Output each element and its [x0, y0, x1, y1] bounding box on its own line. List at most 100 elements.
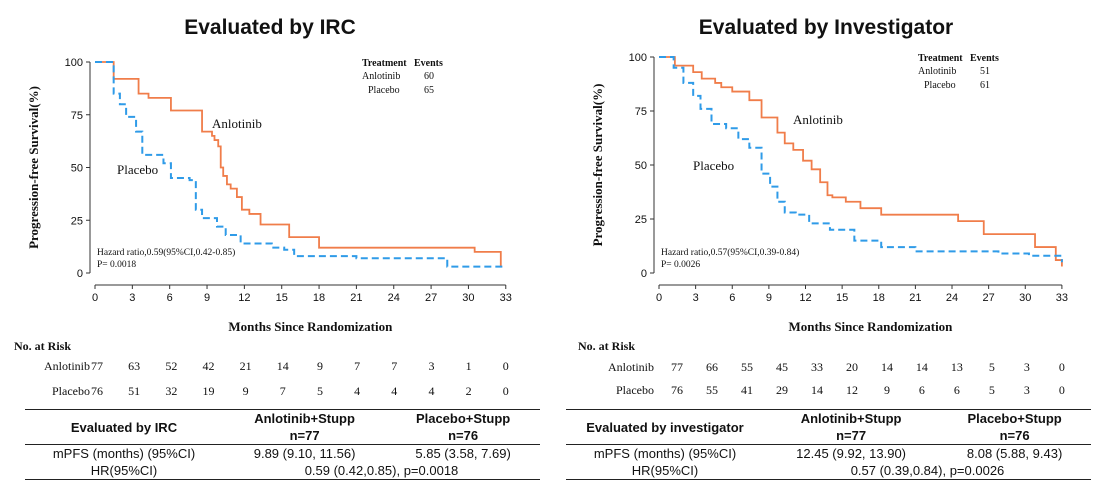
- risk-value: 3: [1024, 383, 1030, 397]
- risk-value: 9: [317, 359, 323, 373]
- x-tick-label: 30: [462, 292, 474, 304]
- summary-mpfs2: 8.08 (5.88, 9.43): [938, 444, 1091, 462]
- summary-hr-label: HR(95%CI): [566, 462, 764, 480]
- risk-value: 76: [91, 384, 103, 398]
- risk-value: 3: [428, 359, 434, 373]
- risk-value: 77: [671, 360, 683, 374]
- curve-label-anlotinib: Anlotinib: [212, 116, 262, 131]
- x-tick-label: 3: [129, 292, 135, 304]
- risk-value: 55: [706, 383, 718, 397]
- x-tick-label: 12: [799, 292, 811, 304]
- risk-value: 13: [951, 360, 963, 374]
- risk-row-label: Placebo: [616, 383, 654, 397]
- summary-mpfs-label: mPFS (months) (95%CI): [25, 444, 223, 462]
- risk-value: 77: [91, 359, 103, 373]
- risk-value: 0: [1059, 383, 1065, 397]
- x-tick-label: 12: [238, 292, 250, 304]
- risk-value: 32: [165, 384, 177, 398]
- x-axis-title: Months Since Randomization: [788, 319, 953, 334]
- risk-value: 5: [317, 384, 323, 398]
- summary-col2-header: Placebo+Stupp: [938, 409, 1091, 427]
- km-curve-anlotinib: [95, 61, 502, 267]
- summary-mpfs1: 9.89 (9.10, 11.56): [223, 444, 387, 462]
- risk-value: 9: [243, 384, 249, 398]
- risk-value: 14: [277, 359, 289, 373]
- x-tick-label: 0: [92, 292, 98, 304]
- risk-value: 5: [989, 360, 995, 374]
- x-tick-label: 18: [873, 292, 885, 304]
- risk-value: 1: [466, 359, 472, 373]
- x-tick-label: 27: [425, 292, 437, 304]
- risk-value: 29: [776, 383, 788, 397]
- risk-value: 0: [1059, 360, 1065, 374]
- legend-row-events: 61: [980, 80, 990, 91]
- risk-value: 5: [989, 383, 995, 397]
- risk-header: No. at Risk: [578, 339, 635, 353]
- risk-value: 4: [354, 384, 360, 398]
- x-tick-label: 27: [983, 292, 995, 304]
- risk-value: 6: [919, 383, 925, 397]
- y-tick-label: 50: [635, 160, 647, 172]
- legend-row-name: Anlotinib: [362, 71, 400, 82]
- summary-n1: n=77: [836, 428, 867, 443]
- risk-value: 7: [391, 359, 397, 373]
- risk-value: 12: [846, 383, 858, 397]
- hazard-annotation: P= 0.0026: [661, 260, 700, 270]
- risk-value: 76: [671, 383, 683, 397]
- x-tick-label: 33: [1056, 292, 1068, 304]
- summary-col1-header: Anlotinib+Stupp: [223, 409, 387, 427]
- summary-hr-label: HR(95%CI): [25, 462, 223, 480]
- panel-irc: Evaluated by IRC 0 25 50 75 100 0 3 6 9 12 15 18 21 2…: [0, 0, 540, 503]
- curve-label-placebo: Placebo: [117, 162, 158, 177]
- risk-value: 14: [916, 360, 928, 374]
- legend-row-events: 65: [424, 85, 434, 96]
- summary-mpfs-label: mPFS (months) (95%CI): [566, 444, 764, 462]
- x-tick-label: 0: [656, 292, 662, 304]
- legend-row-name: Anlotinib: [918, 66, 956, 77]
- legend-row-name: Placebo: [368, 85, 400, 96]
- x-axis-title: Months Since Randomization: [228, 319, 393, 334]
- curve-label-anlotinib: Anlotinib: [793, 112, 843, 127]
- chart-title: Evaluated by IRC: [184, 16, 356, 39]
- km-curve-placebo: [95, 61, 504, 268]
- summary-table-irc: Evaluated by IRC Anlotinib+Stupp Placebo…: [25, 409, 540, 480]
- risk-value: 41: [741, 383, 753, 397]
- hazard-annotation: Hazard ratio,0.59(95%CI,0.42-0.85): [97, 247, 235, 258]
- risk-value: 7: [280, 384, 286, 398]
- risk-value: 21: [240, 359, 252, 373]
- legend-header-events: Events: [414, 58, 443, 69]
- risk-value: 2: [466, 384, 472, 398]
- x-tick-label: 9: [204, 292, 210, 304]
- risk-value: 3: [1024, 360, 1030, 374]
- km-curve-anlotinib: [659, 56, 1063, 267]
- x-tick-label: 6: [729, 292, 735, 304]
- y-tick-label: 100: [65, 57, 83, 69]
- legend-header-treatment: Treatment: [362, 58, 407, 69]
- risk-value: 4: [428, 384, 434, 398]
- summary-title: Evaluated by investigator: [566, 409, 764, 445]
- x-tick-label: 30: [1019, 292, 1031, 304]
- x-tick-label: 18: [313, 292, 325, 304]
- summary-n1: n=77: [289, 428, 320, 443]
- y-axis-title: Progression-free Survival(%): [590, 84, 605, 247]
- legend-header-treatment: Treatment: [918, 53, 963, 64]
- risk-header: No. at Risk: [14, 339, 71, 353]
- risk-value: 14: [881, 360, 893, 374]
- x-tick-label: 24: [946, 292, 958, 304]
- y-tick-label: 100: [629, 52, 647, 64]
- summary-hr-value: 0.57 (0.39,0.84), p=0.0026: [764, 462, 1091, 480]
- summary-n2: n=76: [448, 428, 479, 443]
- risk-value: 19: [202, 384, 214, 398]
- y-tick-label: 75: [635, 106, 647, 118]
- x-tick-label: 6: [167, 292, 173, 304]
- y-tick-label: 0: [641, 268, 647, 280]
- y-tick-label: 25: [635, 214, 647, 226]
- km-curve-placebo: [659, 56, 1063, 263]
- x-tick-label: 9: [766, 292, 772, 304]
- x-tick-label: 3: [693, 292, 699, 304]
- x-tick-label: 21: [350, 292, 362, 304]
- curve-label-placebo: Placebo: [693, 158, 734, 173]
- risk-row-label: Anlotinib: [44, 359, 90, 373]
